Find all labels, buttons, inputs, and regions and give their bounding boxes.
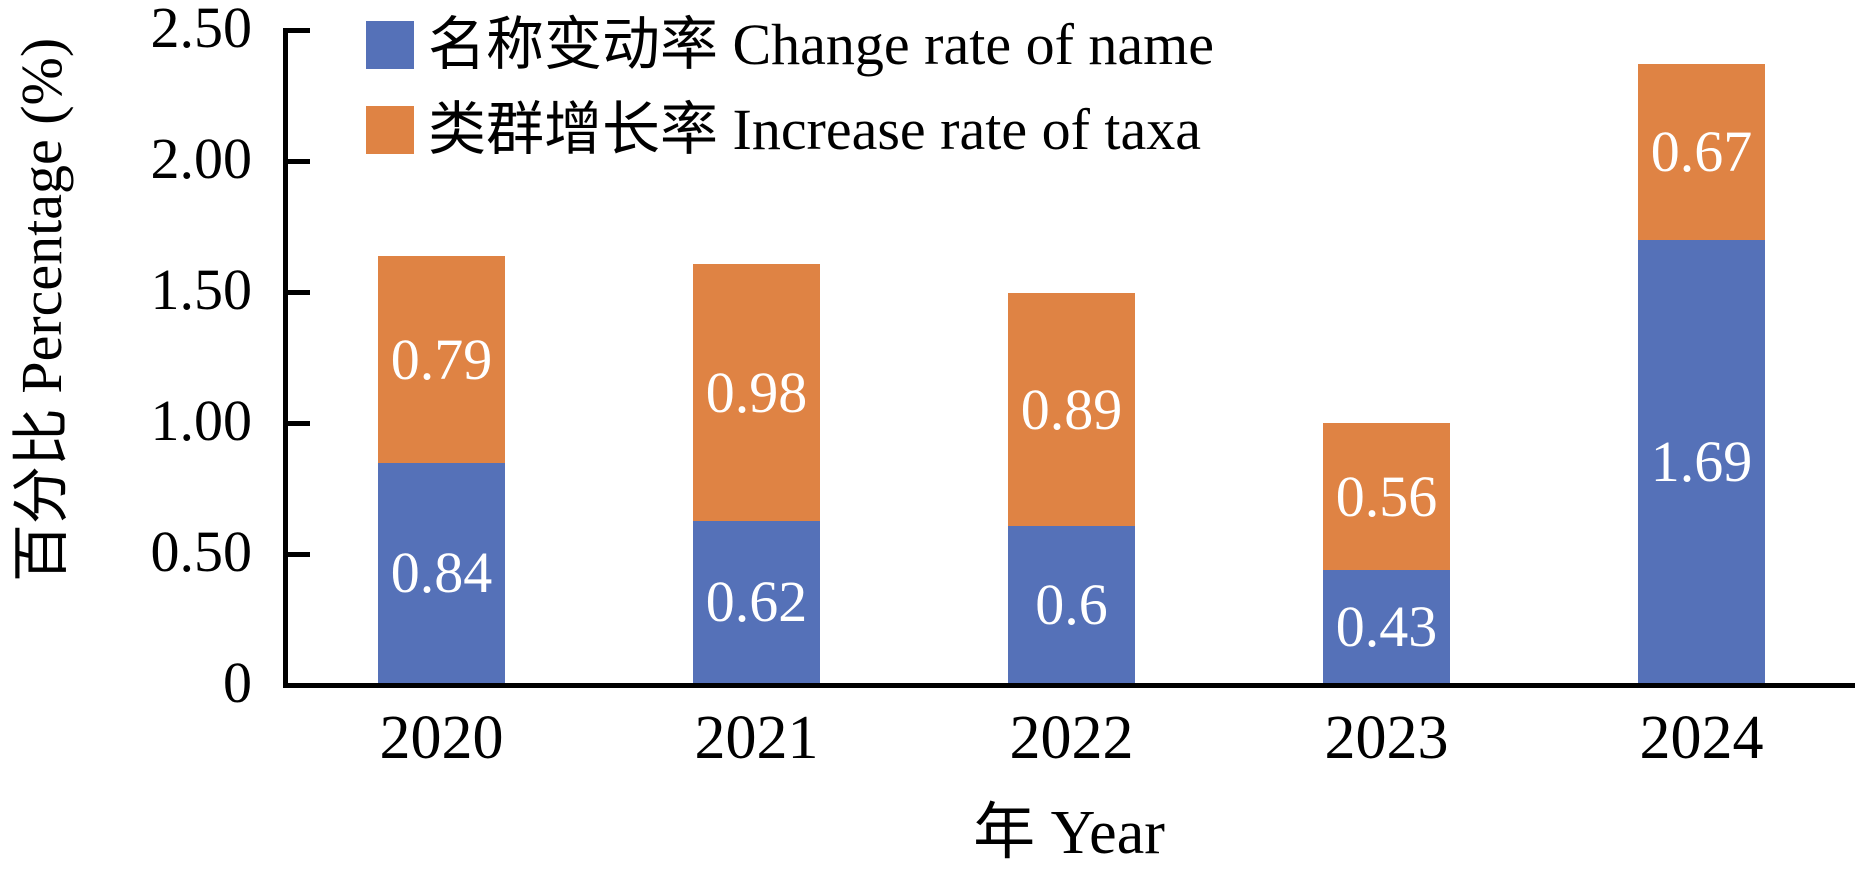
legend-swatch-icon bbox=[366, 21, 414, 69]
bar-group-2023: 0.43 0.56 bbox=[1323, 423, 1450, 683]
y-tick-mark-2.50 bbox=[288, 28, 310, 33]
legend-label: 类群增长率 Increase rate of taxa bbox=[428, 97, 1202, 162]
bar-segment-2022-series0: 0.6 bbox=[1008, 526, 1135, 683]
bar-segment-2020-series0: 0.84 bbox=[378, 463, 505, 683]
x-tick-label-2020: 2020 bbox=[379, 704, 504, 772]
y-tick-label-1.00: 1.00 bbox=[150, 388, 253, 453]
y-tick-label-1.50: 1.50 bbox=[150, 257, 253, 322]
bar-value-label: 0.67 bbox=[1650, 119, 1753, 184]
bar-value-label: 0.84 bbox=[390, 540, 493, 605]
bar-value-label: 0.79 bbox=[390, 326, 493, 392]
bar-group-2022: 0.6 0.89 bbox=[1008, 293, 1135, 683]
bar-group-2020: 0.84 0.79 bbox=[378, 256, 505, 683]
legend-row-series0: 名称变动率 Change rate of name bbox=[366, 12, 1215, 77]
bar-segment-2020-series1: 0.79 bbox=[378, 256, 505, 463]
bar-value-label: 0.56 bbox=[1335, 463, 1438, 529]
y-tick-mark-1.00 bbox=[288, 421, 310, 426]
legend-label: 名称变动率 Change rate of name bbox=[428, 12, 1215, 77]
legend: 名称变动率 Change rate of name 类群增长率 Increase … bbox=[366, 12, 1215, 162]
y-tick-label-2.00: 2.00 bbox=[150, 126, 253, 191]
bar-value-label: 0.43 bbox=[1335, 593, 1438, 659]
y-tick-label-0.50: 0.50 bbox=[150, 519, 253, 584]
bar-segment-2023-series1: 0.56 bbox=[1323, 423, 1450, 570]
x-tick-label-2021: 2021 bbox=[694, 704, 819, 772]
x-tick-label-2022: 2022 bbox=[1009, 704, 1134, 772]
y-tick-mark-2.00 bbox=[288, 159, 310, 164]
bar-value-label: 0.89 bbox=[1020, 376, 1123, 442]
x-tick-label-2023: 2023 bbox=[1324, 704, 1449, 772]
x-axis-title: 年 Year bbox=[973, 799, 1165, 867]
bar-value-label: 0.62 bbox=[705, 569, 808, 634]
plot-area: 0.84 0.79 0.62 0.98 0.6 0.89 0.43 0.56 1.69 0.67 bbox=[283, 28, 1855, 688]
bar-segment-2024-series1: 0.67 bbox=[1638, 64, 1765, 240]
y-tick-mark-1.50 bbox=[288, 290, 310, 295]
legend-row-series1: 类群增长率 Increase rate of taxa bbox=[366, 97, 1214, 162]
bar-value-label: 1.69 bbox=[1650, 428, 1753, 494]
y-tick-label-2.50: 2.50 bbox=[150, 0, 253, 60]
y-tick-mark-0.50 bbox=[288, 552, 310, 557]
bar-group-2021: 0.62 0.98 bbox=[693, 264, 820, 683]
x-tick-label-2024: 2024 bbox=[1639, 704, 1764, 772]
bar-segment-2022-series1: 0.89 bbox=[1008, 293, 1135, 526]
bar-value-label: 0.98 bbox=[705, 359, 808, 425]
bar-segment-2021-series0: 0.62 bbox=[693, 521, 820, 683]
bar-segment-2023-series0: 0.43 bbox=[1323, 570, 1450, 683]
bar-segment-2021-series1: 0.98 bbox=[693, 264, 820, 521]
bar-group-2024: 1.69 0.67 bbox=[1638, 64, 1765, 683]
bar-segment-2024-series0: 1.69 bbox=[1638, 240, 1765, 683]
bar-value-label: 0.6 bbox=[1035, 571, 1108, 637]
legend-swatch-icon bbox=[366, 106, 414, 154]
y-tick-label-0: 0 bbox=[223, 650, 252, 715]
